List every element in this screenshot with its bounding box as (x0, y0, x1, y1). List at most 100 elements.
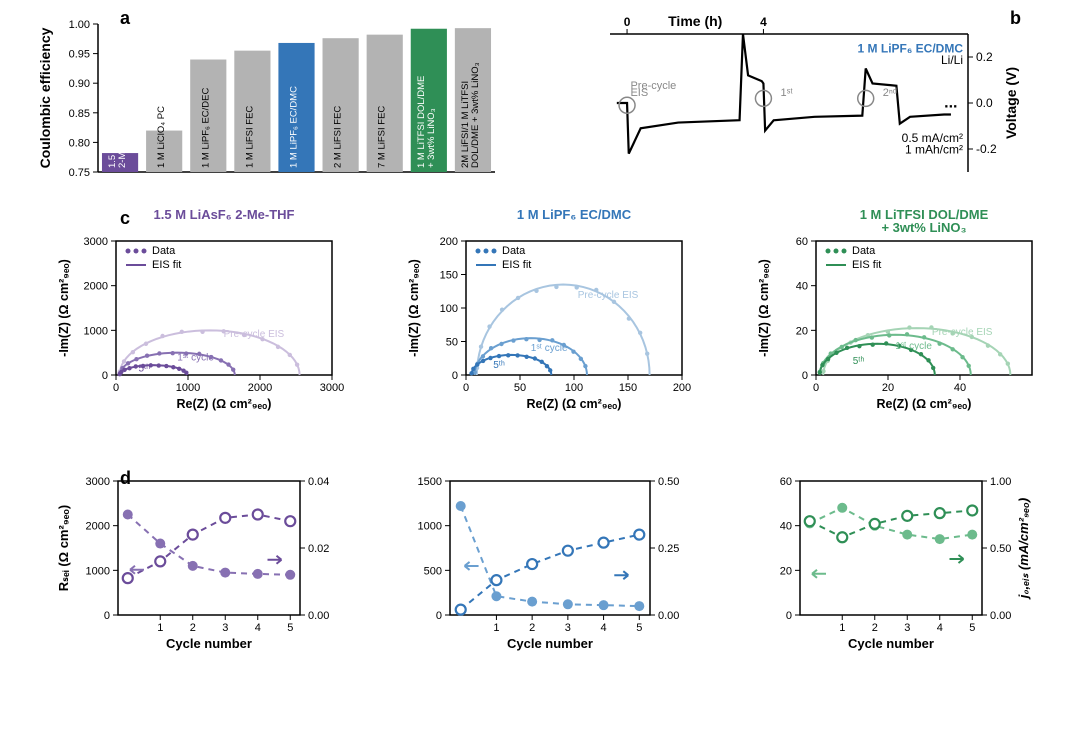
svg-text:3000: 3000 (84, 236, 108, 248)
svg-text:4: 4 (255, 622, 261, 634)
svg-text:1 M LiPF₆ EC/DEC: 1 M LiPF₆ EC/DEC (200, 87, 211, 168)
svg-text:EIS fit: EIS fit (502, 259, 531, 271)
svg-text:2 M LiFSI FEC: 2 M LiFSI FEC (333, 106, 344, 168)
svg-text:1ˢᵗ cycle: 1ˢᵗ cycle (177, 352, 214, 363)
svg-text:EIS fit: EIS fit (852, 259, 881, 271)
svg-text:60: 60 (796, 236, 808, 248)
svg-text:0: 0 (463, 382, 469, 394)
svg-text:1.5 M LiAsF₆ 2-Me-THF: 1.5 M LiAsF₆ 2-Me-THF (154, 207, 295, 222)
svg-text:3: 3 (904, 622, 910, 634)
svg-text:40: 40 (796, 281, 808, 293)
svg-text:100: 100 (440, 303, 458, 315)
svg-text:Pre-cycle EIS: Pre-cycle EIS (578, 290, 639, 301)
svg-text:-0.2: -0.2 (976, 142, 997, 156)
svg-text:2000: 2000 (84, 281, 108, 293)
svg-text:Cycle number: Cycle number (507, 636, 593, 651)
svg-text:2: 2 (872, 622, 878, 634)
svg-text:2-Me-THF: 2-Me-THF (117, 125, 128, 168)
svg-text:Coulombic efficiency: Coulombic efficiency (37, 27, 53, 168)
svg-text:500: 500 (424, 565, 442, 577)
svg-text:4: 4 (937, 622, 943, 634)
svg-text:3000: 3000 (320, 382, 344, 394)
svg-text:60: 60 (780, 476, 792, 488)
svg-text:3: 3 (222, 622, 228, 634)
svg-text:20: 20 (780, 565, 792, 577)
svg-text:+ 3wt% LiNO₃: + 3wt% LiNO₃ (426, 108, 437, 168)
svg-text:1500: 1500 (418, 476, 442, 488)
svg-text:Voltage (V): Voltage (V) (1003, 67, 1019, 139)
svg-text:0.2: 0.2 (976, 50, 993, 64)
svg-text:0: 0 (802, 370, 808, 382)
svg-text:0: 0 (624, 15, 631, 29)
svg-text:0: 0 (813, 382, 819, 394)
svg-text:0.90: 0.90 (69, 78, 90, 90)
svg-text:4: 4 (760, 15, 767, 29)
svg-text:1 mAh/cm²: 1 mAh/cm² (905, 143, 963, 157)
svg-text:Time (h): Time (h) (668, 13, 722, 29)
svg-text:40: 40 (954, 382, 966, 394)
svg-text:0.0: 0.0 (976, 96, 993, 110)
svg-text:1000: 1000 (86, 565, 110, 577)
svg-text:Pre-cycle EIS: Pre-cycle EIS (224, 329, 285, 340)
svg-text:1 M LiFSI FEC: 1 M LiFSI FEC (244, 106, 255, 168)
svg-text:0.80: 0.80 (69, 137, 90, 149)
svg-text:0.75: 0.75 (69, 167, 90, 179)
svg-text:Rₛₑᵢ (Ω cm²₉ₑₒ): Rₛₑᵢ (Ω cm²₉ₑₒ) (56, 505, 71, 591)
svg-text:40: 40 (780, 521, 792, 533)
svg-text:1 M LiPF₆ EC/DMC: 1 M LiPF₆ EC/DMC (289, 86, 300, 168)
svg-text:2: 2 (190, 622, 196, 634)
svg-text:0.50: 0.50 (658, 476, 679, 488)
svg-text:7 M LiFSI FEC: 7 M LiFSI FEC (377, 106, 388, 168)
svg-text:1.00: 1.00 (990, 476, 1011, 488)
svg-text:0: 0 (102, 370, 108, 382)
svg-text:5: 5 (636, 622, 642, 634)
svg-text:1 M LiPF₆ EC/DMC: 1 M LiPF₆ EC/DMC (517, 207, 632, 222)
svg-text:-Im(Z) (Ω cm²₉ₑₒ): -Im(Z) (Ω cm²₉ₑₒ) (757, 259, 771, 357)
svg-text:0: 0 (786, 610, 792, 622)
svg-text:Data: Data (852, 245, 876, 257)
svg-text:Li/Li: Li/Li (941, 53, 963, 67)
svg-text:50: 50 (514, 382, 526, 394)
svg-text:0.00: 0.00 (308, 610, 329, 622)
svg-text:2000: 2000 (86, 521, 110, 533)
svg-text:j₀,ₑᵢₛ (mA/cm²₉ₑₒ): j₀,ₑᵢₛ (mA/cm²₉ₑₒ) (1016, 498, 1031, 600)
panel-c1-nyquist: 1.5 M LiAsF₆ 2-Me-THF0100020003000010002… (50, 215, 340, 415)
panel-d2-cycle: 123450500100015000.000.250.50Cycle numbe… (400, 475, 690, 655)
svg-text:1000: 1000 (176, 382, 200, 394)
svg-text:0: 0 (104, 610, 110, 622)
svg-text:5ᵗʰ: 5ᵗʰ (138, 364, 150, 375)
svg-text:1ˢᵗ cycle: 1ˢᵗ cycle (895, 341, 932, 352)
svg-text:3: 3 (565, 622, 571, 634)
svg-text:150: 150 (440, 270, 458, 282)
svg-text:1: 1 (157, 622, 163, 634)
svg-text:Re(Z) (Ω cm²₉ₑₒ): Re(Z) (Ω cm²₉ₑₒ) (527, 397, 622, 411)
svg-text:5ᵗʰ: 5ᵗʰ (853, 356, 865, 367)
svg-text:2000: 2000 (248, 382, 272, 394)
svg-text:100: 100 (565, 382, 583, 394)
svg-text:1000: 1000 (84, 325, 108, 337)
svg-text:0: 0 (452, 370, 458, 382)
svg-text:...: ... (944, 95, 957, 112)
svg-text:5: 5 (287, 622, 293, 634)
panel-d3-cycle: 1 2 3 4 5 0 20 40 60 0.00 0.50 1.00 Cycle number j₀,ₑ… (750, 475, 1040, 655)
svg-text:50: 50 (446, 337, 458, 349)
svg-text:0.50: 0.50 (990, 543, 1011, 555)
svg-text:Pre-cycle EIS: Pre-cycle EIS (932, 327, 993, 338)
svg-text:Cycle number: Cycle number (166, 636, 252, 651)
svg-text:0.02: 0.02 (308, 543, 329, 555)
panel-c2-nyquist: 1 M LiPF₆ EC/DMC050100150200050100150200… (400, 215, 690, 415)
svg-text:Re(Z) (Ω cm²₉ₑₒ): Re(Z) (Ω cm²₉ₑₒ) (177, 397, 272, 411)
svg-text:5: 5 (969, 622, 975, 634)
svg-text:1000: 1000 (418, 521, 442, 533)
svg-text:0.00: 0.00 (990, 610, 1011, 622)
svg-text:1: 1 (493, 622, 499, 634)
svg-text:Data: Data (502, 245, 526, 257)
svg-text:1: 1 (839, 622, 845, 634)
svg-text:Cycle number: Cycle number (848, 636, 934, 651)
svg-text:1 M LiClO₄ PC: 1 M LiClO₄ PC (156, 106, 167, 168)
svg-text:20: 20 (796, 325, 808, 337)
panel-c3-nyquist: 1 M LiTFSI DOL/DME+ 3wt% LiNO₃0204002040… (750, 215, 1040, 415)
svg-text:0: 0 (436, 610, 442, 622)
svg-text:0.00: 0.00 (658, 610, 679, 622)
svg-text:2: 2 (529, 622, 535, 634)
